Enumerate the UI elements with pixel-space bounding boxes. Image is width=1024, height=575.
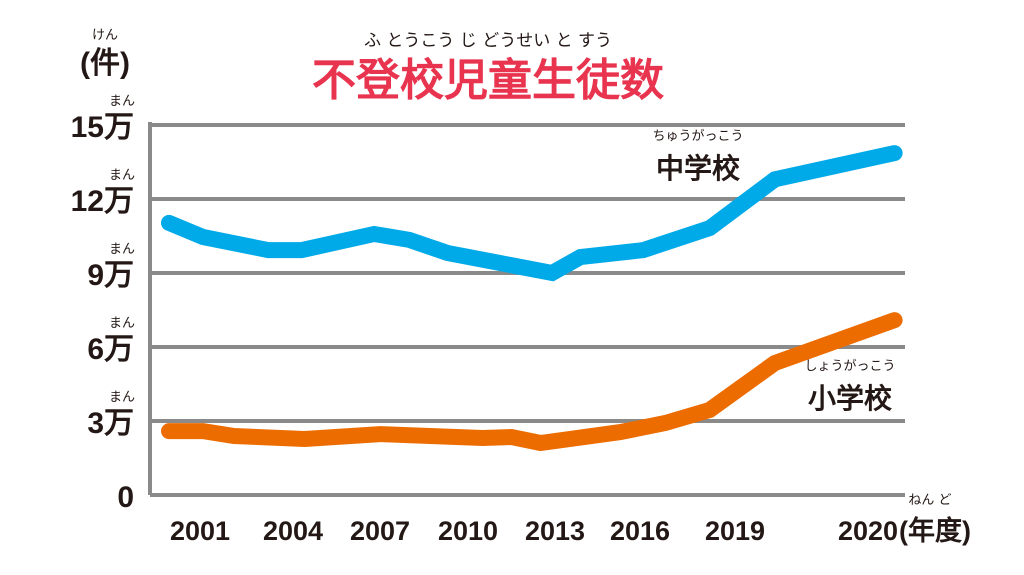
series-line-elementary xyxy=(161,312,903,452)
y-tick-ruby: まん xyxy=(109,242,135,257)
y-tick-label: 9万 xyxy=(87,259,134,292)
x-tick-label: 2013 xyxy=(525,516,585,546)
y-axis-label: (件) xyxy=(80,47,130,80)
y-tick-ruby: まん xyxy=(109,316,135,331)
series-label-ruby-junior-high: ちゅうがっこう xyxy=(652,129,743,144)
y-tick-label: 3万 xyxy=(87,407,134,440)
x-tick-label: 2010 xyxy=(438,516,498,546)
x-tick-label: 2019 xyxy=(705,516,765,546)
y-tick-label: 0 xyxy=(117,481,134,514)
x-axis-unit: (年度) xyxy=(899,515,971,546)
y-tick-label: 12万 xyxy=(71,185,134,218)
x-tick-label: 2001 xyxy=(170,516,230,546)
chart-title: 不登校児童生徒数 xyxy=(312,55,664,106)
x-tick-label: 2016 xyxy=(610,516,670,546)
series-line-junior-high xyxy=(161,145,903,282)
ylabel-ruby: けん xyxy=(92,28,118,43)
series-label-junior-high: 中学校 xyxy=(656,152,741,185)
y-tick-ruby: まん xyxy=(109,168,135,183)
x-tick-label: 2004 xyxy=(263,516,323,546)
title-ruby: ふ とうこう じ どうせい と すう xyxy=(364,31,612,51)
y-tick-label: 6万 xyxy=(87,333,134,366)
y-tick-ruby: まん xyxy=(109,390,135,405)
series-label-ruby-elementary: しょうがっこう xyxy=(804,359,895,374)
y-tick-label: 15万 xyxy=(71,111,134,144)
x-tick-label: 2007 xyxy=(350,516,410,546)
y-tick-ruby: まん xyxy=(109,94,135,109)
x-tick-label: 2020 xyxy=(838,516,898,546)
series-label-elementary: 小学校 xyxy=(808,382,893,415)
x-unit-ruby: ねん ど xyxy=(908,493,951,508)
